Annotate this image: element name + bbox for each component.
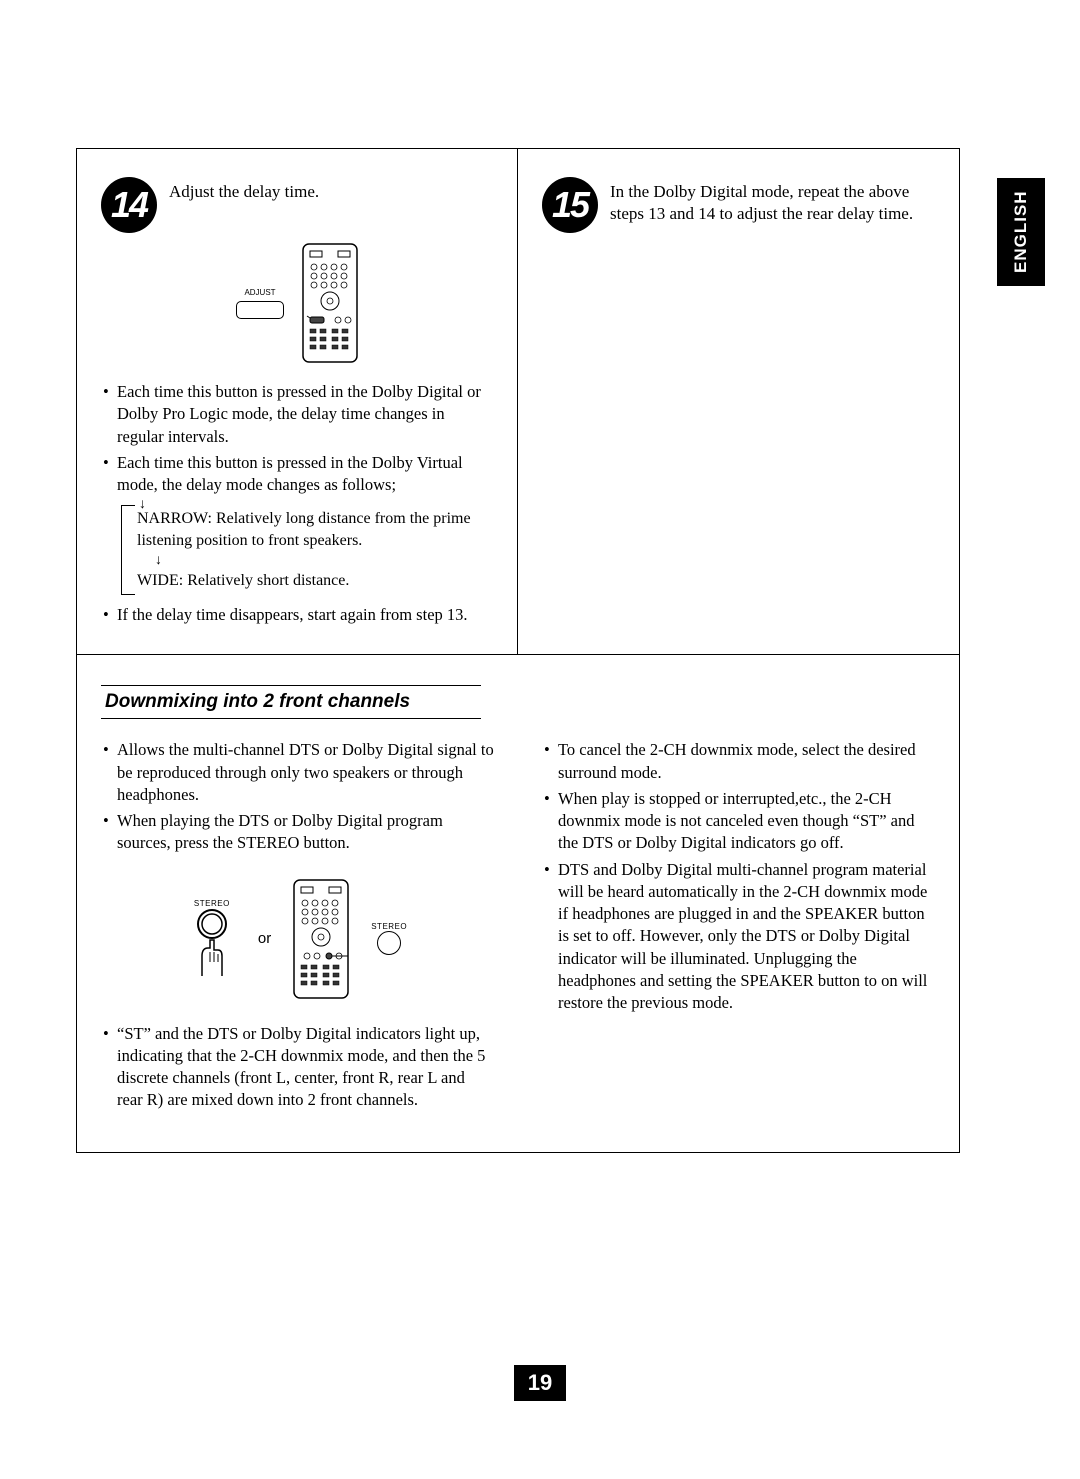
bullet-item: “ST” and the DTS or Dolby Digital indica… <box>101 1023 494 1112</box>
delay-mode-flow: ↓ NARROW: Relatively long distance from … <box>121 502 493 598</box>
remote-control-icon <box>293 879 349 999</box>
section-heading: Downmixing into 2 front channels <box>101 685 481 719</box>
adjust-label: ADJUST <box>244 288 275 297</box>
adjust-button-icon <box>236 301 284 319</box>
bullet-item: Allows the multi-channel DTS or Dolby Di… <box>101 739 494 806</box>
wide-text: WIDE: Relatively short distance. <box>137 570 493 592</box>
or-text: or <box>258 930 271 947</box>
left-column: Allows the multi-channel DTS or Dolby Di… <box>101 739 494 1115</box>
bullet-item: DTS and Dolby Digital multi-channel prog… <box>542 859 935 1015</box>
step-number-14: 14 <box>101 177 157 233</box>
bullet-item: When playing the DTS or Dolby Digital pr… <box>101 810 494 855</box>
language-tab: ENGLISH <box>997 178 1045 286</box>
step-14-title: Adjust the delay time. <box>169 177 319 203</box>
bullet-item: Each time this button is pressed in the … <box>101 381 493 448</box>
page-frame: 14 Adjust the delay time. ADJUST <box>76 148 960 1153</box>
page-number: 19 <box>514 1365 566 1401</box>
bullet-item: If the delay time disappears, start agai… <box>101 604 493 626</box>
stereo-callout-label: STEREO <box>371 922 407 931</box>
stereo-illustration: STEREO or <box>101 879 494 999</box>
stereo-callout-icon <box>377 931 401 955</box>
right-column: To cancel the 2-CH downmix mode, select … <box>542 739 935 1115</box>
narrow-text: NARROW: Relatively long distance from th… <box>137 508 493 551</box>
step-15-title: In the Dolby Digital mode, repeat the ab… <box>610 177 935 225</box>
stereo-button-press-icon <box>188 908 236 978</box>
stereo-label: STEREO <box>194 899 230 908</box>
bullet-item: Each time this button is pressed in the … <box>101 452 493 497</box>
step-number-15: 15 <box>542 177 598 233</box>
top-section: 14 Adjust the delay time. ADJUST <box>77 149 959 655</box>
bullet-item: To cancel the 2-CH downmix mode, select … <box>542 739 935 784</box>
bullet-item: When play is stopped or interrupted,etc.… <box>542 788 935 855</box>
remote-control-icon <box>302 243 358 363</box>
downmix-section: Downmixing into 2 front channels Allows … <box>77 655 959 1151</box>
step-14-last-bullet: If the delay time disappears, start agai… <box>101 604 493 626</box>
step-14-panel: 14 Adjust the delay time. ADJUST <box>77 149 518 654</box>
step-14-bullets: Each time this button is pressed in the … <box>101 381 493 496</box>
remote-illustration-14: ADJUST <box>101 243 493 363</box>
step-15-panel: 15 In the Dolby Digital mode, repeat the… <box>518 149 959 654</box>
